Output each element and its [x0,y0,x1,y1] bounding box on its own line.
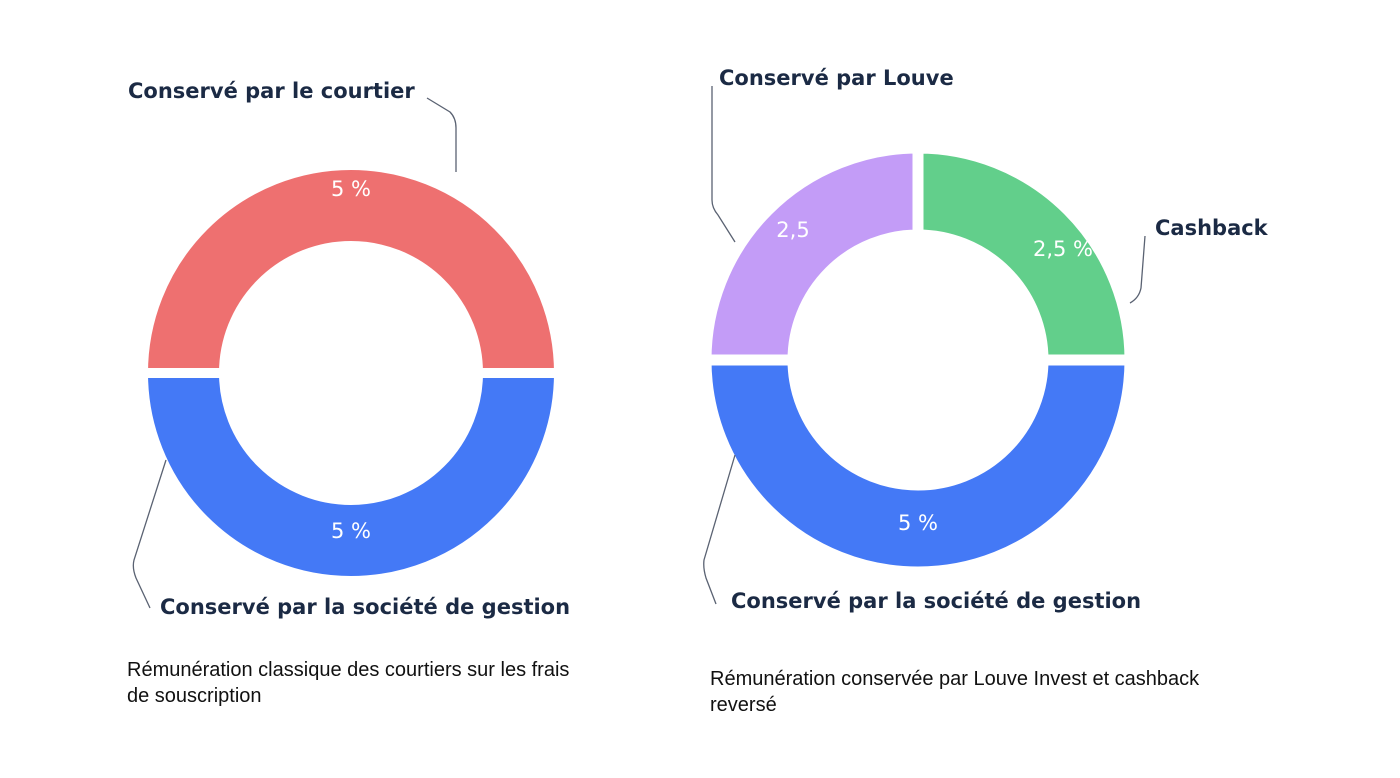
callout-conserve-societe-gestion-right: Conservé par la société de gestion [731,589,1141,613]
leader-line-courtier [426,97,457,172]
leader-line-societe-gestion-right [703,454,736,605]
slice-value-courtier: 5 % [331,177,371,201]
slice-cashback [912,142,1136,366]
slice-conserve-courtier [137,160,565,378]
slice-value-societe-gestion-right: 5 % [898,511,938,535]
callout-conserve-courtier: Conservé par le courtier [128,79,415,103]
slice-value-societe-gestion-left: 5 % [331,519,371,543]
slice-conserve-societe-gestion-left [137,368,565,586]
slice-conserve-societe-gestion-right [700,354,1136,578]
leader-line-cashback [1129,235,1146,304]
callout-cashback: Cashback [1155,216,1269,240]
caption-left-chart: Rémunération classique des courtiers sur… [127,659,570,707]
donut-chart-right: 2,5 % 5 % 2,5 Conservé par Louve Cashbac… [700,66,1269,613]
callout-conserve-societe-gestion-left: Conservé par la société de gestion [160,595,570,619]
slice-value-cashback: 2,5 % [1033,237,1093,261]
donut-chart-left: 5 % 5 % Conservé par le courtier Conserv… [128,79,570,619]
slice-value-louve: 2,5 [776,218,809,242]
callout-conserve-louve: Conservé par Louve [719,66,954,90]
slice-conserve-louve [700,142,924,366]
caption-right-chart: Rémunération conservée par Louve Invest … [710,668,1200,716]
leader-line-societe-gestion-left [132,459,167,609]
leader-line-louve [711,86,736,243]
